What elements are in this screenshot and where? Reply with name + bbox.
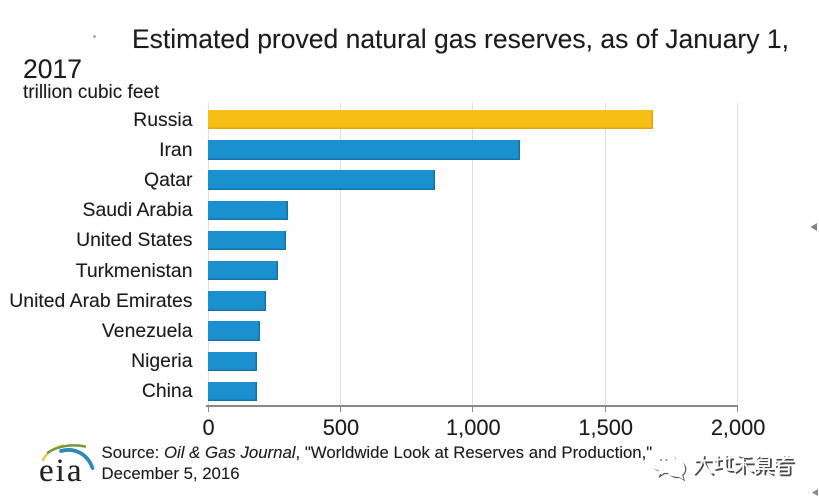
svg-text:eia: eia [39, 453, 83, 489]
